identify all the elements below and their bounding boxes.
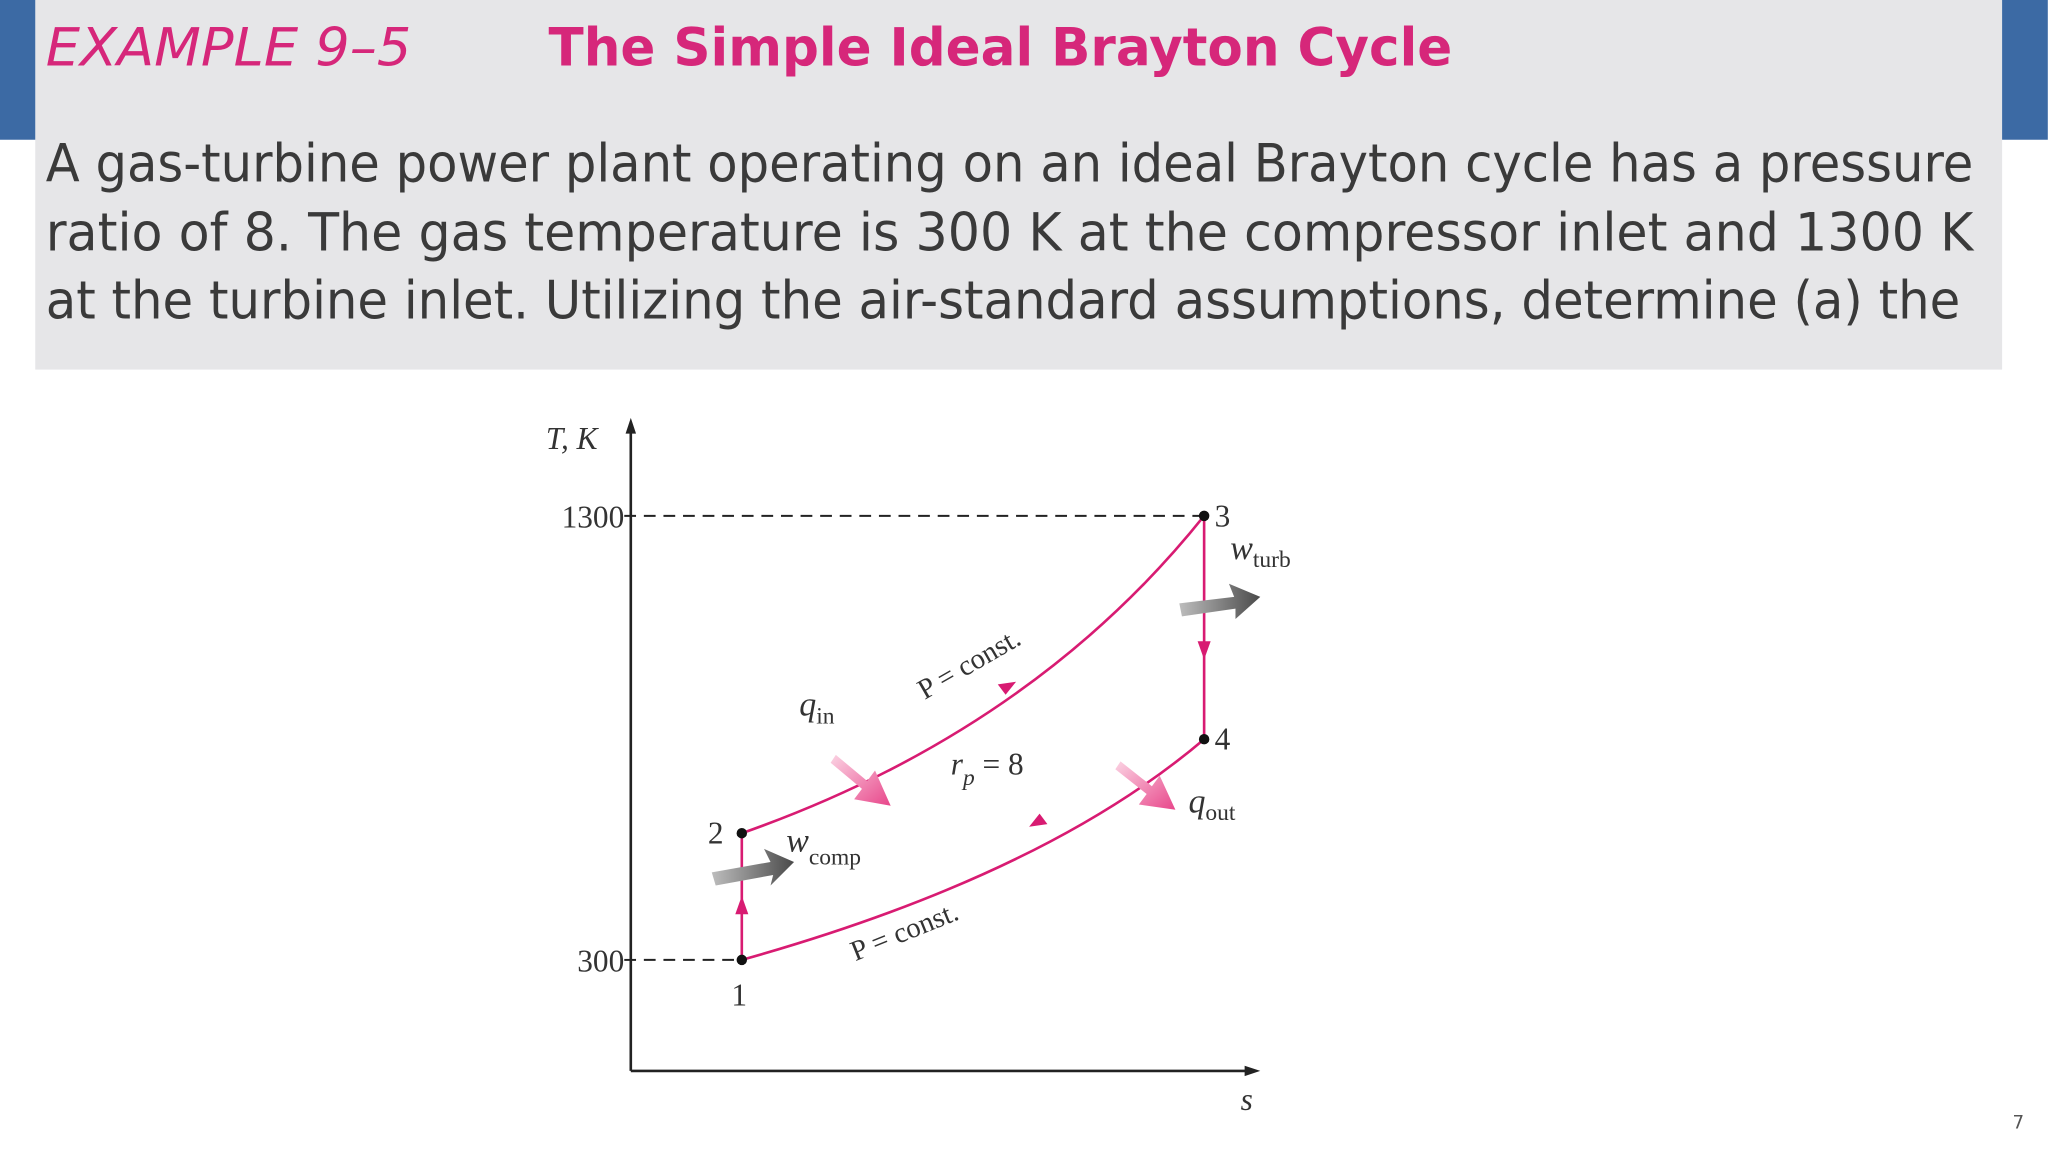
y-tick-label: 1300 [562, 500, 625, 535]
ratio-value: = 8 [975, 746, 1024, 781]
subscript: turb [1253, 547, 1291, 573]
w-comp-label: wcomp [786, 823, 861, 871]
point-label: 1 [731, 978, 747, 1013]
subscript: p [961, 765, 975, 791]
direction-arrows [735, 641, 1211, 915]
subscript: comp [809, 845, 861, 871]
body-line: A gas-turbine power plant operating on a… [46, 135, 1974, 195]
ratio-label: rp = 8 [951, 746, 1024, 790]
ts-diagram: T, K s 1300 300 1 2 3 4 qin qout wcomp w… [546, 417, 1291, 1117]
subscript: in [816, 704, 835, 730]
q-out-label: qout [1188, 783, 1235, 826]
y-tick-label: 300 [577, 944, 624, 979]
y-axis-arrow [625, 417, 637, 434]
cycle [740, 515, 1206, 962]
symbol: w [1230, 530, 1253, 567]
symbol: r [951, 746, 964, 781]
body-line: at the turbine inlet. Utilizing the air-… [46, 272, 1961, 332]
process-label: P = const. [912, 622, 1026, 706]
accent-bar [0, 0, 36, 140]
state-points [736, 510, 1210, 966]
x-axis-label: s [1241, 1082, 1253, 1117]
example-title: The Simple Ideal Brayton Cycle [549, 18, 1453, 78]
work-arrow [1179, 583, 1261, 620]
work-arrow [711, 848, 795, 886]
header-band [35, 0, 2003, 370]
symbol: w [786, 823, 809, 860]
w-turb-label: wturb [1230, 530, 1291, 573]
heat-arrow [1115, 761, 1176, 810]
y-axis-label: T, K [546, 421, 600, 456]
point-label: 3 [1215, 498, 1231, 533]
heat-arrow [830, 754, 891, 806]
x-axis-arrow [1244, 1065, 1261, 1077]
accent-bar [2002, 0, 2048, 140]
body-line: ratio of 8. The gas temperature is 300 K… [46, 204, 1975, 264]
q-in-label: qin [799, 687, 834, 730]
point-label: 4 [1215, 722, 1231, 757]
example-label: EXAMPLE 9–5 [46, 18, 412, 78]
page-number: 7 [2013, 1112, 2025, 1133]
symbol: q [1188, 783, 1205, 820]
point-label: 2 [708, 816, 724, 851]
symbol: q [799, 687, 816, 724]
subscript: out [1205, 800, 1236, 826]
